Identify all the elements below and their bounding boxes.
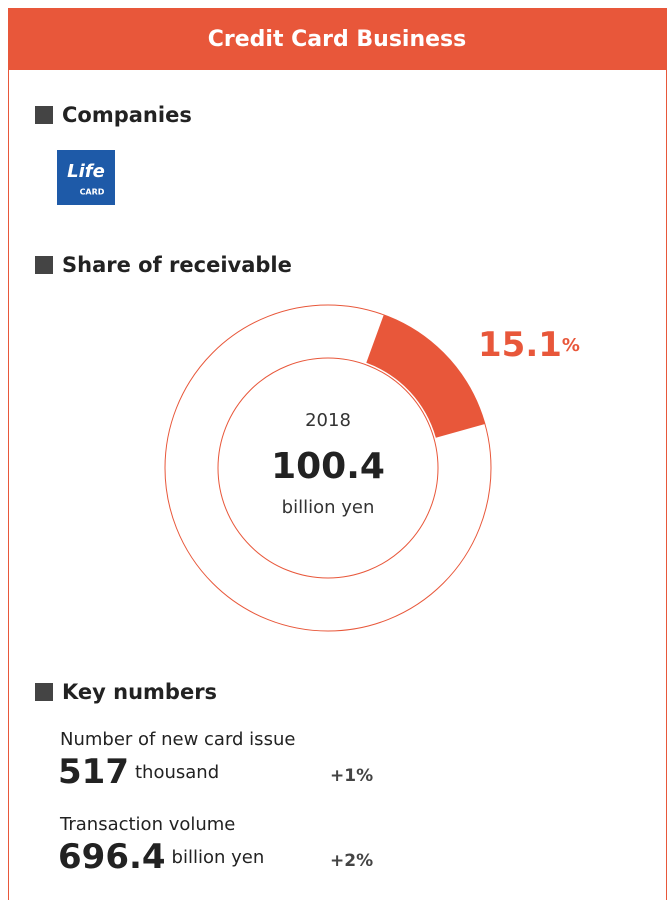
- item-value: 696.4: [58, 837, 166, 877]
- section-heading: Share of receivable: [62, 253, 292, 277]
- item-label: Transaction volume: [59, 814, 235, 835]
- amount: 100.4: [271, 446, 385, 487]
- amount-unit: billion yen: [282, 497, 375, 518]
- share-label: 15.1%: [478, 325, 580, 365]
- item-value: 517: [58, 752, 129, 792]
- logo-text: CARD: [80, 188, 105, 197]
- header-title: Credit Card Business: [208, 27, 466, 52]
- section-marker: [35, 106, 53, 124]
- item-unit: thousand: [135, 762, 219, 783]
- item-value-line: 696.4 billion yen: [58, 837, 264, 877]
- donut-outer: [164, 304, 492, 632]
- share-segment: [366, 314, 485, 438]
- item-value-line: 517 thousand: [58, 752, 219, 792]
- item-change: +1%: [330, 766, 373, 786]
- logo-text: Life: [67, 161, 105, 182]
- item-unit: billion yen: [172, 847, 265, 868]
- item-change: +2%: [330, 851, 373, 871]
- company-logo: [57, 150, 115, 205]
- section-marker: [35, 256, 53, 274]
- donut-inner: [217, 357, 439, 579]
- section-marker: [35, 683, 53, 701]
- section-heading: Key numbers: [62, 680, 217, 704]
- year: 2018: [305, 410, 351, 431]
- section-heading: Companies: [62, 103, 192, 127]
- item-label: Number of new card issue: [60, 729, 295, 750]
- header-bar: [8, 8, 667, 70]
- share-value: 15.1: [478, 325, 562, 365]
- share-unit: %: [562, 335, 580, 356]
